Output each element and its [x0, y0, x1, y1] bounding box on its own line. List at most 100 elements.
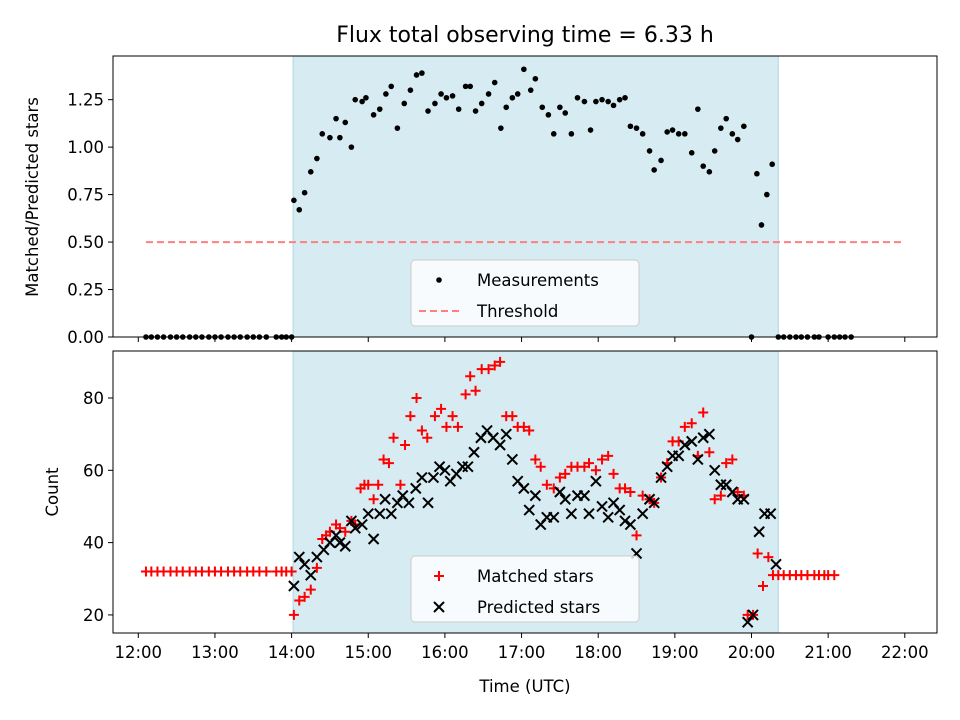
matched-stars-point: [363, 479, 374, 490]
measurements-point: [646, 148, 653, 154]
predicted-stars-point: [506, 453, 519, 466]
predicted-stars-point: [655, 471, 667, 484]
measurements-point: [455, 106, 462, 112]
predicted-stars-point: [518, 482, 530, 495]
x-tick-label: 18:00: [574, 643, 622, 662]
measurements-point: [199, 334, 205, 340]
legend-swatch-matched-stars: [434, 571, 444, 581]
matched-stars-point: [299, 591, 310, 602]
measurements-point: [545, 112, 552, 118]
y-axis-label-ratio: Matched/Predicted stars: [23, 97, 42, 297]
predicted-stars-point: [416, 471, 428, 484]
measurements-point: [283, 334, 290, 340]
predicted-stars-point: [554, 486, 566, 498]
predicted-stars-point: [339, 540, 351, 552]
predicted-stars-point: [379, 493, 391, 505]
matched-stars-point: [422, 432, 433, 443]
measurements-point: [401, 100, 408, 107]
measurements-point: [291, 197, 297, 204]
measurements-point: [244, 334, 250, 340]
x-tick-label: 17:00: [498, 643, 546, 662]
predicted-stars-point: [709, 464, 721, 477]
measurements-point: [491, 79, 498, 86]
measurements-point: [449, 93, 456, 99]
y-tick-label: 1.00: [67, 138, 104, 157]
measurements-point: [413, 72, 420, 78]
measurements-point: [485, 91, 492, 97]
x-tick-label: 16:00: [421, 643, 469, 662]
measurements-point: [700, 163, 707, 169]
matched-stars-point: [470, 385, 481, 396]
matched-stars-point: [507, 411, 518, 422]
measurements-point: [550, 131, 557, 137]
matched-stars-point: [518, 421, 529, 432]
legend-label-predicted-stars: Predicted stars: [477, 598, 600, 617]
predicted-stars-point: [349, 522, 361, 534]
x-tick-label: 20:00: [728, 643, 776, 662]
measurements-point: [825, 334, 831, 340]
predicted-stars-point: [529, 489, 542, 502]
measurements-point: [231, 334, 237, 340]
measurements-point: [562, 110, 569, 116]
measurements-point: [167, 334, 174, 340]
measurements-point: [669, 127, 676, 133]
predicted-stars-point: [439, 464, 451, 477]
measurements-point: [836, 334, 843, 340]
measurements-point: [148, 334, 155, 340]
matched-stars-point: [368, 494, 379, 505]
measurements-point: [787, 334, 793, 340]
measurements-point: [319, 131, 326, 137]
measurements-point: [514, 91, 521, 97]
y-tick-label: 1.25: [67, 91, 104, 110]
matched-stars-point: [560, 468, 571, 479]
measurements-point: [498, 125, 504, 131]
matched-stars-point: [416, 425, 427, 436]
measurements-point: [775, 334, 782, 340]
legend-swatch-measurements: [436, 277, 442, 283]
measurements-point: [593, 98, 599, 105]
measurements-point: [327, 134, 333, 141]
matched-stars-point: [483, 364, 494, 375]
measurements-point: [503, 104, 510, 111]
matched-stars-point: [383, 458, 394, 469]
measurements-point: [370, 112, 377, 118]
matched-stars-point: [261, 566, 272, 577]
predicted-stars-point: [636, 507, 649, 520]
measurements-point: [186, 334, 193, 340]
measurements-point: [804, 334, 811, 340]
measurements-point: [780, 334, 787, 340]
measurements-point: [539, 104, 546, 111]
legend-swatch-predicted-stars: [433, 601, 445, 613]
matched-stars-point: [395, 479, 406, 490]
measurements-point: [192, 334, 199, 340]
matched-stars-point: [686, 418, 697, 429]
matched-stars-point: [631, 530, 642, 541]
measurements-point: [748, 334, 755, 340]
predicted-stars-point: [747, 609, 759, 621]
predicted-stars-point: [305, 569, 317, 581]
measurements-point: [383, 91, 389, 97]
measurements-point: [599, 96, 605, 103]
measurements-point: [587, 127, 594, 133]
x-tick-label: 15:00: [344, 643, 392, 662]
predicted-stars-point: [596, 500, 608, 513]
measurements-point: [627, 123, 634, 130]
predicted-stars-point: [661, 460, 673, 473]
matched-stars-point: [411, 393, 422, 403]
matched-stars-point: [625, 487, 636, 497]
measurements-point: [296, 206, 303, 213]
measurements-point: [278, 334, 285, 340]
matched-stars-point: [378, 454, 389, 465]
matched-stars-point: [698, 407, 709, 418]
predicted-stars-point: [422, 497, 434, 509]
matched-stars-point: [288, 609, 299, 620]
predicted-stars-point: [356, 518, 368, 531]
measurements-point: [363, 94, 369, 101]
measurements-point: [467, 83, 473, 90]
x-tick-label: 13:00: [191, 643, 239, 662]
measurements-point: [407, 87, 414, 93]
measurements-point: [425, 108, 431, 114]
measurements-point: [143, 334, 149, 340]
predicted-stars-point: [692, 453, 704, 466]
measurements-point: [314, 155, 320, 162]
